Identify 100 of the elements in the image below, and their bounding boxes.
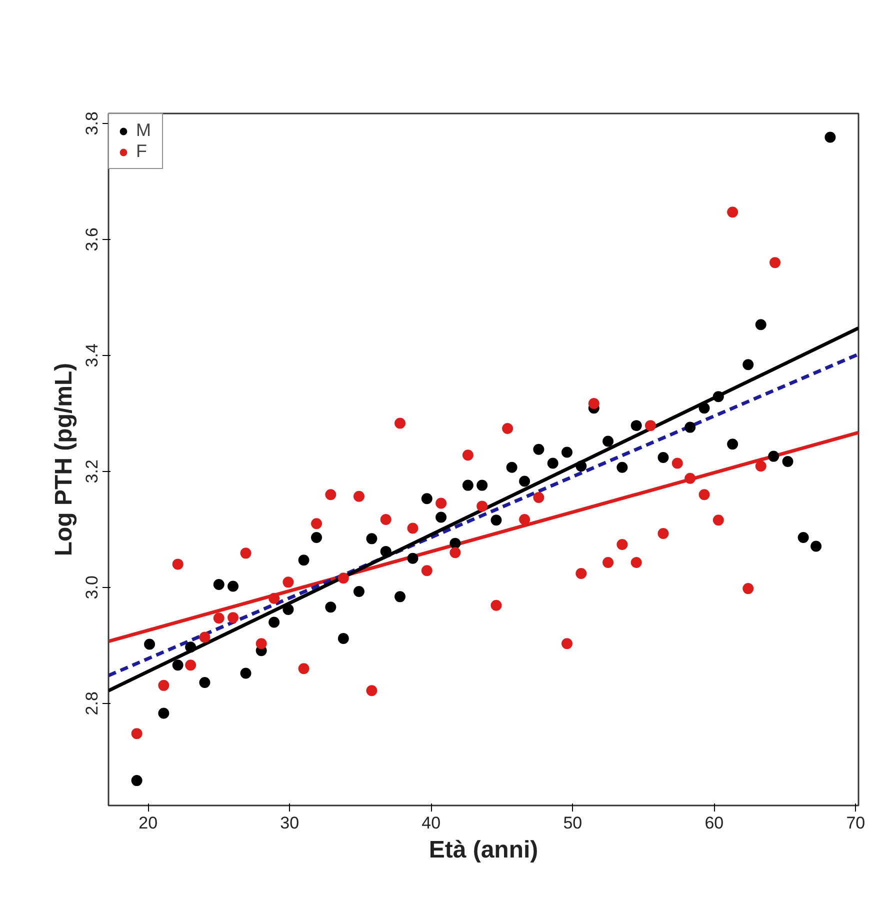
point (602, 436, 614, 447)
point (185, 642, 196, 653)
point (698, 489, 710, 500)
x-tick-label: 50 (563, 814, 582, 832)
y-axis-title: Log PTH (pg/mL) (50, 362, 78, 556)
point (172, 558, 184, 570)
point (616, 538, 628, 550)
y-tick-label: 2.8 (82, 692, 102, 716)
point (462, 450, 474, 461)
point (131, 775, 142, 786)
y-tick-label: 3.0 (82, 576, 102, 600)
point (131, 728, 142, 740)
point (353, 490, 364, 502)
point (630, 420, 642, 432)
point (658, 528, 669, 539)
x-tick-label: 30 (280, 814, 300, 832)
point (755, 319, 766, 330)
point (298, 554, 310, 566)
point (172, 660, 184, 671)
point (338, 632, 349, 644)
point (490, 514, 502, 526)
point (213, 612, 224, 624)
point (561, 638, 572, 650)
point (519, 476, 530, 487)
point (533, 444, 544, 455)
point (366, 533, 378, 544)
point (684, 422, 696, 433)
point (213, 579, 224, 590)
point (561, 446, 572, 458)
point (380, 514, 392, 526)
legend-label: M (136, 120, 152, 141)
point (228, 612, 239, 624)
point (325, 489, 336, 500)
x-tick-label: 40 (422, 814, 441, 832)
x-axis-title: Età (anni) (428, 836, 538, 864)
point (490, 600, 502, 611)
point (240, 668, 252, 679)
point (630, 556, 642, 568)
x-tick-label: 20 (138, 814, 158, 832)
point (407, 552, 418, 564)
point (158, 680, 170, 691)
legend-label: F (136, 141, 148, 162)
point (380, 546, 392, 557)
point (394, 591, 406, 602)
y-tick-label: 3.2 (82, 460, 102, 484)
point (240, 548, 252, 559)
y-tick-label: 3.4 (82, 344, 102, 368)
point (684, 472, 696, 484)
point (698, 402, 710, 414)
point (727, 206, 738, 218)
point (782, 456, 794, 468)
point (547, 458, 558, 469)
point (366, 685, 378, 696)
point (519, 514, 530, 526)
point (644, 420, 656, 432)
point (394, 418, 406, 429)
point (421, 565, 432, 576)
point (476, 480, 488, 491)
point (311, 518, 322, 530)
point (768, 450, 780, 462)
point (144, 638, 156, 650)
point (755, 460, 766, 472)
point (353, 586, 364, 597)
point (436, 498, 447, 509)
point (742, 359, 754, 370)
point (158, 708, 170, 719)
point (824, 132, 836, 143)
point (727, 438, 738, 450)
y-tick-label: 3.6 (82, 228, 102, 252)
point (199, 632, 210, 643)
point (616, 462, 628, 473)
point (421, 493, 432, 504)
point (712, 391, 724, 402)
point (185, 660, 196, 671)
point (282, 604, 294, 615)
point (712, 514, 724, 526)
point (268, 616, 280, 628)
point (298, 663, 310, 674)
point (576, 568, 587, 579)
point (770, 257, 781, 268)
point (268, 592, 280, 604)
point (798, 532, 809, 544)
point (810, 540, 822, 552)
point (407, 522, 418, 534)
point (228, 580, 239, 592)
point (533, 492, 544, 503)
point (325, 602, 336, 613)
point (450, 547, 461, 558)
point (506, 462, 518, 473)
y-tick-label: 3.8 (82, 112, 102, 136)
point (256, 638, 267, 650)
point (672, 458, 683, 469)
point (476, 500, 488, 512)
point (742, 583, 754, 594)
point (436, 512, 447, 523)
point (450, 538, 461, 549)
point (199, 677, 210, 688)
point (502, 422, 514, 434)
point (658, 452, 669, 463)
point (462, 480, 474, 491)
